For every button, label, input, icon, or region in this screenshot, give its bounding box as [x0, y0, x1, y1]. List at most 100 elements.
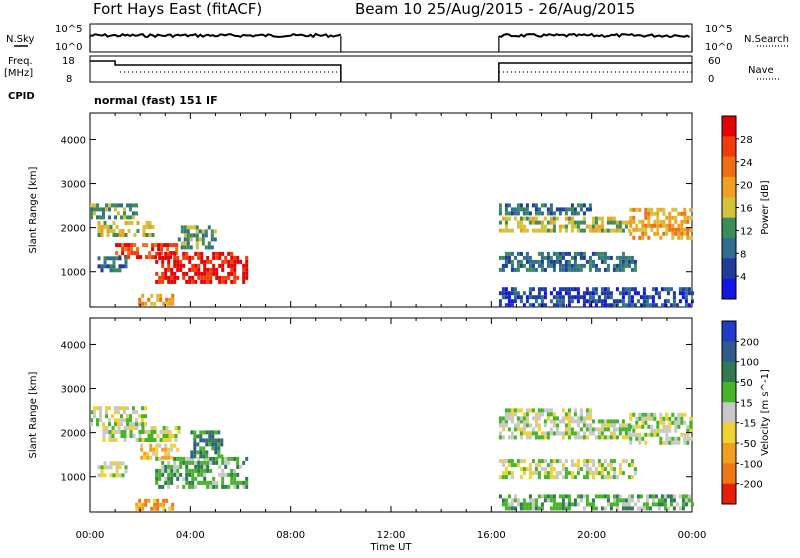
- echo-cell: [591, 216, 595, 221]
- echo-cell: [197, 472, 201, 477]
- echo-cell: [111, 438, 115, 442]
- echo-cell: [185, 464, 189, 469]
- echo-cell: [603, 251, 607, 256]
- echo-cell: [227, 271, 231, 276]
- nsky-trace: [89, 32, 693, 52]
- colorbar-tick-label: 16: [740, 204, 753, 215]
- echo-cell: [576, 419, 580, 424]
- echo-region: [177, 225, 217, 250]
- echo-cell: [176, 464, 180, 469]
- echo-cell: [561, 251, 565, 256]
- echo-cell: [543, 224, 547, 229]
- echo-cell: [674, 207, 678, 212]
- echo-cell: [185, 271, 189, 276]
- echo-cell: [519, 419, 523, 424]
- echo-cell: [552, 220, 556, 225]
- echo-cell: [609, 220, 613, 225]
- echo-cell: [215, 480, 219, 485]
- echo-cell: [621, 220, 625, 225]
- echo-cell: [498, 207, 502, 212]
- echo-cell: [615, 475, 619, 480]
- echo-cell: [161, 460, 165, 465]
- echo-cell: [531, 416, 535, 421]
- echo-cell: [579, 412, 583, 417]
- echo-cell: [217, 438, 221, 443]
- echo-cell: [127, 229, 131, 233]
- echo-cell: [677, 223, 681, 228]
- echo-cell: [528, 471, 532, 476]
- echo-cell: [603, 303, 607, 308]
- echo-cell: [203, 263, 207, 268]
- echo-cell: [641, 231, 645, 236]
- echo-cell: [573, 475, 577, 480]
- echo-cell: [546, 263, 550, 268]
- echo-cell: [603, 299, 607, 304]
- echo-cell: [677, 227, 681, 232]
- echo-cell: [124, 243, 128, 248]
- echo-region: [97, 461, 128, 478]
- echo-cell: [680, 235, 684, 240]
- echo-cell: [621, 303, 625, 308]
- echo-cell: [177, 426, 181, 430]
- echo-cell: [561, 463, 565, 468]
- echo-cell: [175, 247, 179, 252]
- echo-cell: [632, 412, 636, 417]
- echo-cell: [552, 412, 556, 417]
- echo-cell: [140, 443, 144, 448]
- freq-unit: [MHz]: [4, 68, 33, 79]
- echo-cell: [160, 243, 164, 248]
- echo-cell: [567, 251, 571, 256]
- echo-cell: [106, 225, 110, 229]
- echo-cell: [168, 438, 172, 442]
- echo-cell: [504, 251, 508, 256]
- echo-cell: [144, 498, 148, 503]
- echo-cell: [203, 480, 207, 485]
- echo-cell: [212, 480, 216, 485]
- echo-cell: [552, 506, 556, 511]
- echo-cell: [209, 468, 213, 473]
- echo-cell: [603, 295, 607, 300]
- echo-cell: [627, 498, 631, 503]
- echo-cell: [573, 498, 577, 503]
- echo-cell: [686, 428, 690, 433]
- echo-cell: [618, 423, 622, 428]
- echo-cell: [615, 498, 619, 503]
- echo-cell: [221, 251, 225, 256]
- echo-cell: [665, 227, 669, 232]
- echo-cell: [132, 215, 135, 220]
- echo-cell: [633, 267, 637, 272]
- echo-cell: [666, 287, 670, 292]
- echo-cell: [668, 436, 672, 441]
- echo-cell: [209, 480, 213, 485]
- echo-cell: [537, 475, 541, 480]
- echo-cell: [513, 299, 517, 304]
- echo-cell: [567, 295, 571, 300]
- echo-cell: [93, 406, 96, 411]
- echo-cell: [627, 299, 631, 304]
- echo-cell: [193, 442, 197, 447]
- echo-cell: [576, 299, 580, 304]
- echo-cell: [537, 291, 541, 296]
- echo-cell: [504, 471, 508, 476]
- colorbar-swatch: [722, 278, 736, 300]
- cpid-text: normal (fast) 151 IF: [94, 94, 218, 107]
- echo-cell: [579, 427, 583, 432]
- echo-cell: [507, 427, 511, 432]
- echo-cell: [591, 224, 595, 229]
- echo-cell: [504, 287, 508, 292]
- echo-cell: [635, 432, 639, 437]
- echo-cell: [531, 267, 535, 272]
- echo-cell: [501, 416, 505, 421]
- echo-cell: [188, 279, 192, 284]
- echo-cell: [558, 471, 562, 476]
- echo-cell: [106, 229, 110, 233]
- echo-cell: [203, 259, 207, 264]
- echo-cell: [657, 502, 661, 507]
- echo-cell: [561, 506, 565, 511]
- echo-cell: [127, 255, 131, 260]
- echo-cell: [148, 251, 152, 256]
- echo-cell: [552, 498, 556, 503]
- echo-cell: [534, 471, 538, 476]
- y-tick-label: 2000: [61, 429, 86, 440]
- echo-cell: [612, 431, 616, 436]
